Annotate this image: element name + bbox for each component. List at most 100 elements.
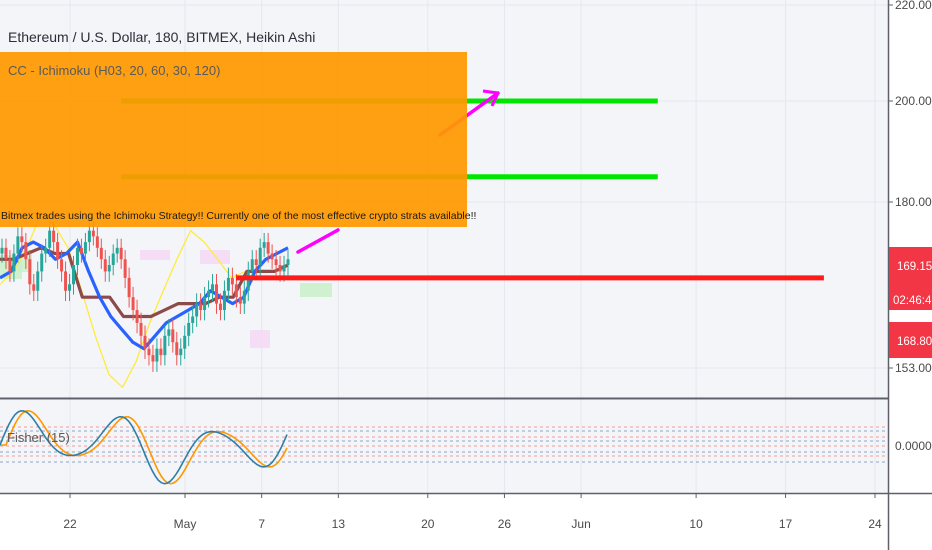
candle-body	[139, 322, 143, 336]
candle-body	[79, 247, 83, 254]
candle-body	[179, 348, 183, 356]
candle-body	[226, 277, 230, 291]
candle-body	[187, 322, 191, 336]
time-axis[interactable]: 22 May 7 13 20 26 Jun 10 17 24	[63, 493, 882, 531]
candle-body	[207, 290, 211, 298]
fisher-line	[0, 409, 288, 485]
candle-body	[203, 297, 207, 311]
time-tick-label: 13	[332, 517, 346, 531]
time-tick-label: May	[174, 517, 197, 531]
time-tick-label: 10	[689, 517, 703, 531]
candle-body	[218, 303, 222, 311]
bid-price-badge	[889, 322, 932, 358]
chart-title[interactable]: Ethereum / U.S. Dollar, 180, BITMEX, Hei…	[8, 29, 315, 45]
time-tick-label: 20	[421, 517, 435, 531]
candle-body	[234, 284, 238, 298]
time-tick-label: 26	[498, 517, 512, 531]
candle-body	[211, 284, 215, 291]
strategy-banner	[0, 52, 467, 227]
candle-body	[83, 242, 87, 254]
candle-body	[36, 271, 40, 291]
candle-body	[282, 265, 286, 272]
price-tick-label: 180.00	[895, 195, 932, 209]
projection-arrowhead	[482, 89, 500, 107]
projection-arrow-1	[296, 228, 340, 254]
candle-body	[20, 236, 24, 243]
time-tick-label: 22	[63, 517, 77, 531]
candle-body	[48, 230, 52, 248]
cloud-patch	[250, 330, 270, 348]
candle-body	[242, 290, 246, 304]
time-tick-label: 17	[779, 517, 793, 531]
candle-body	[215, 284, 218, 304]
candle-body	[0, 247, 4, 254]
candle-body	[99, 247, 103, 260]
bar-countdown: 02:46:46	[893, 295, 932, 307]
candle-body	[286, 259, 290, 265]
cloud-patch	[300, 283, 332, 297]
candle-body	[175, 342, 179, 356]
fisher-oscillator	[0, 409, 888, 485]
candle-body	[115, 247, 119, 254]
indicator-label[interactable]: CC - Ichimoku (H03, 20, 60, 30, 120)	[8, 63, 220, 78]
candle-body	[95, 236, 99, 248]
candle-body	[103, 259, 107, 272]
candle-body	[119, 247, 123, 260]
candle-body	[274, 259, 278, 265]
candle-body	[16, 236, 20, 254]
last-price-upper: 169.15	[897, 261, 932, 273]
candle-body	[250, 259, 254, 272]
time-tick-label: 7	[258, 517, 265, 531]
candle-body	[183, 335, 187, 349]
candle-body	[155, 348, 159, 362]
candle-body	[278, 265, 282, 272]
candle-body	[131, 297, 135, 311]
oscillator-label[interactable]: Fisher (15)	[7, 430, 70, 445]
candle-body	[107, 265, 111, 272]
candle-body	[87, 230, 91, 243]
candle-body	[123, 259, 127, 278]
cloud-patch	[200, 250, 230, 264]
candle-body	[60, 259, 64, 272]
candle-body	[191, 316, 195, 323]
candle-body	[195, 303, 199, 317]
candle-body	[199, 303, 203, 311]
candle-body	[262, 242, 266, 248]
fisher-trigger-line	[0, 409, 288, 485]
candle-body	[24, 242, 28, 260]
price-tick-label: 200.00	[895, 94, 932, 108]
cloud-patch	[140, 250, 170, 260]
candle-body	[254, 259, 258, 265]
candle-body	[171, 329, 175, 343]
candle-body	[91, 230, 95, 237]
candle-body	[32, 284, 36, 291]
time-tick-label: 24	[868, 517, 882, 531]
candle-body	[151, 355, 155, 362]
time-tick-label: Jun	[571, 517, 590, 531]
candle-body	[167, 329, 171, 336]
candle-body	[135, 310, 139, 323]
last-price-badge	[889, 247, 932, 310]
candle-body	[143, 335, 147, 349]
candle-body	[64, 271, 68, 291]
candle-body	[266, 242, 270, 254]
candle-body	[238, 297, 242, 304]
candle-body	[230, 277, 234, 285]
candle-body	[222, 290, 226, 311]
candle-body	[56, 242, 60, 260]
candle-body	[246, 271, 250, 291]
price-tick-label: 220.00	[895, 0, 932, 12]
candle-body	[147, 348, 151, 356]
oscillator-zero-label: 0.0000	[895, 439, 932, 453]
candle-body	[40, 253, 44, 272]
candle-body	[72, 265, 75, 285]
candle-body	[68, 284, 72, 291]
candle-body	[270, 253, 274, 260]
price-axis[interactable]: 220.00 200.00 180.00 153.00	[888, 0, 932, 375]
time-axis-background	[0, 493, 888, 550]
banner-text: Bitmex trades using the Ichimoku Strateg…	[1, 210, 476, 222]
candle-body	[159, 348, 163, 356]
candle-body	[12, 253, 16, 272]
